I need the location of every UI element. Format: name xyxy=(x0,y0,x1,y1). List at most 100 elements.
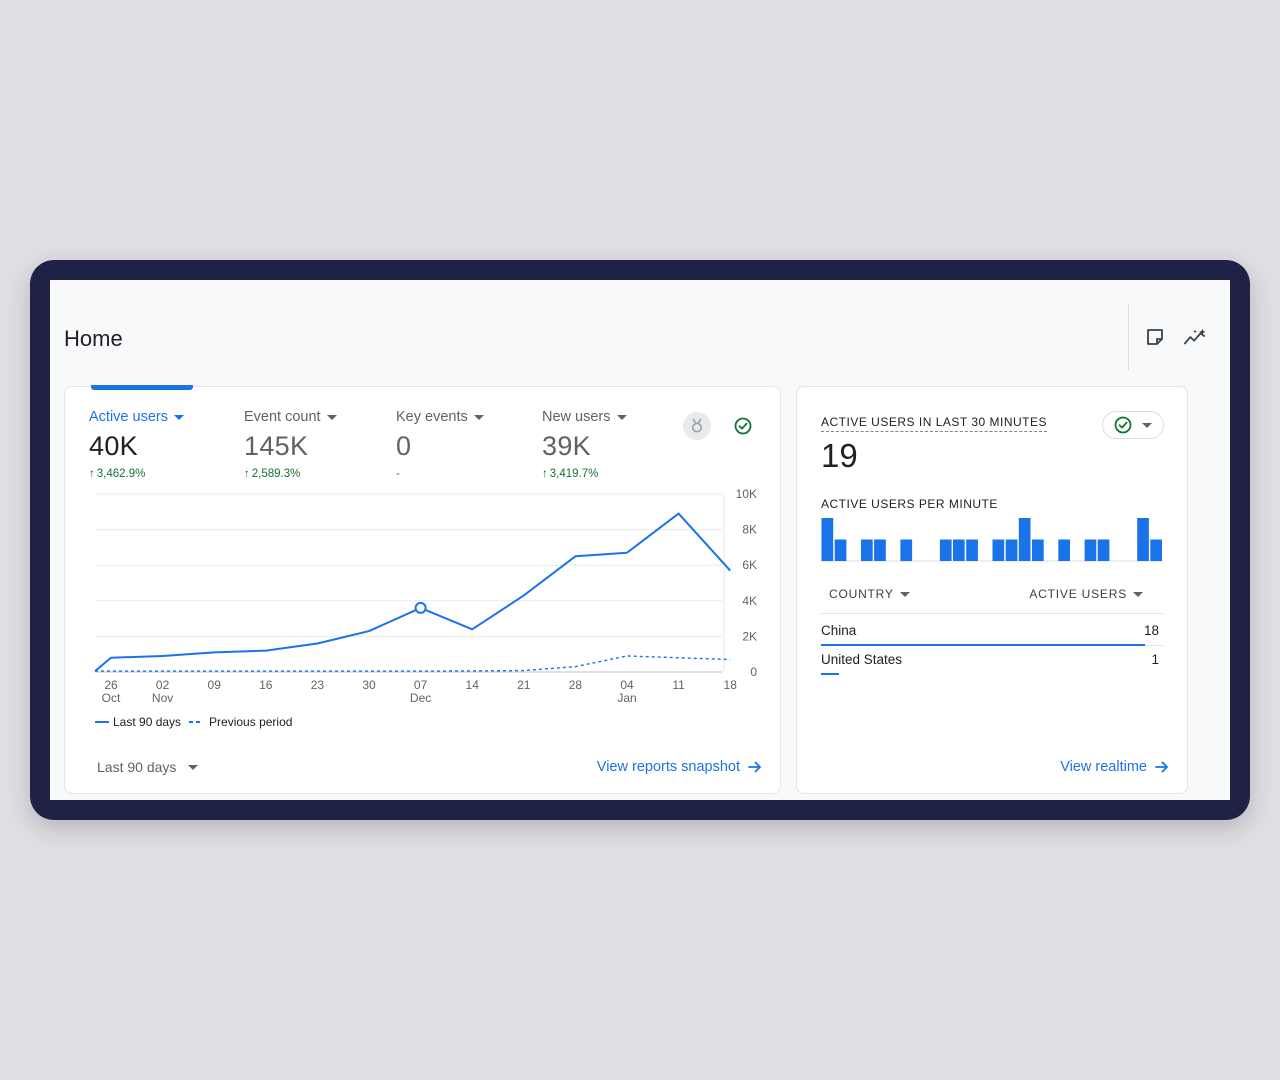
view-realtime-link[interactable]: View realtime xyxy=(1060,759,1169,775)
metric-label: New users xyxy=(542,409,611,425)
per-minute-bar[interactable] xyxy=(939,539,952,562)
check-circle-icon xyxy=(1114,416,1132,434)
country-name: China xyxy=(821,623,857,638)
x-tick-label: 28 xyxy=(569,678,583,692)
arrow-right-icon xyxy=(748,761,761,773)
table-header-divider xyxy=(821,613,1163,614)
device-frame: Home Active users 40K ↑ 3,462.9% Event co… xyxy=(30,260,1250,820)
x-tick-label: 11 xyxy=(672,678,685,692)
x-tick-sublabel: Dec xyxy=(410,691,431,705)
realtime-title[interactable]: ACTIVE USERS IN LAST 30 MINUTES xyxy=(821,415,1047,432)
sticky-note-icon[interactable] xyxy=(1143,325,1167,349)
per-minute-bar[interactable] xyxy=(861,539,873,562)
date-range-dropdown[interactable]: Last 90 days xyxy=(97,759,199,775)
realtime-count: 19 xyxy=(821,437,858,474)
overview-card: Active users 40K ↑ 3,462.9% Event count 1… xyxy=(64,385,781,794)
metric-value: 40K xyxy=(89,431,138,461)
link-label: View realtime xyxy=(1060,759,1147,775)
metric-tab-new-users[interactable]: New users 39K ↑ 3,419.7% xyxy=(542,409,627,480)
x-tick-label: 09 xyxy=(208,678,222,692)
country-users: 1 xyxy=(1151,652,1159,667)
column-label: ACTIVE USERS xyxy=(1029,587,1127,601)
active-tab-indicator xyxy=(91,385,193,390)
realtime-card: ACTIVE USERS IN LAST 30 MINUTES 19 ACTIV… xyxy=(796,386,1188,794)
legend-label: Last 90 days xyxy=(113,715,182,729)
metric-label: Key events xyxy=(396,409,468,425)
y-tick-label: 0 xyxy=(750,665,757,679)
per-minute-bar[interactable] xyxy=(1058,539,1070,562)
realtime-status-dropdown[interactable] xyxy=(1102,411,1164,439)
arrow-up-icon: ↑ xyxy=(542,468,548,480)
x-tick-sublabel: Jan xyxy=(617,691,636,705)
caret-down-icon xyxy=(899,591,910,597)
highlighted-data-point[interactable] xyxy=(414,601,427,614)
metric-value: 0 xyxy=(396,431,412,461)
arrow-right-icon xyxy=(1155,761,1168,773)
per-minute-bar[interactable] xyxy=(1005,539,1018,562)
metric-value: 145K xyxy=(244,431,309,461)
metric-change: 2,589.3% xyxy=(251,468,301,480)
per-minute-bar[interactable] xyxy=(900,539,913,562)
per-minute-bar[interactable] xyxy=(992,539,1005,562)
metric-tab-event-count[interactable]: Event count 145K ↑ 2,589.3% xyxy=(244,409,337,480)
award-badge-icon[interactable] xyxy=(683,412,711,440)
column-header-country[interactable]: COUNTRY xyxy=(829,587,910,601)
per-minute-bar-chart xyxy=(821,518,1163,562)
country-users: 18 xyxy=(1143,623,1159,638)
metric-change: 3,419.7% xyxy=(549,468,599,480)
date-range-label: Last 90 days xyxy=(97,759,177,775)
x-tick-label: 18 xyxy=(724,678,738,692)
per-minute-bar[interactable] xyxy=(821,518,834,561)
y-tick-label: 10K xyxy=(736,487,757,501)
column-header-active-users[interactable]: ACTIVE USERS xyxy=(1029,587,1143,601)
x-tick-label: 30 xyxy=(362,678,376,692)
caret-down-icon xyxy=(1133,591,1143,597)
y-tick-label: 2K xyxy=(742,629,757,643)
share-bar xyxy=(821,644,1145,646)
caret-down-icon xyxy=(1142,422,1152,428)
x-tick-label: 14 xyxy=(466,678,480,692)
per-minute-bar[interactable] xyxy=(1018,518,1031,561)
per-minute-bar[interactable] xyxy=(1150,539,1162,562)
x-tick-label: 26 xyxy=(104,678,118,692)
metric-label: Event count xyxy=(244,409,321,425)
per-minute-bar[interactable] xyxy=(966,539,978,562)
country-name: United States xyxy=(821,652,903,667)
metric-change: - xyxy=(396,468,400,480)
metric-tab-key-events[interactable]: Key events 0 - xyxy=(396,409,484,480)
insights-icon[interactable] xyxy=(1183,325,1207,349)
y-tick-label: 6K xyxy=(742,558,757,572)
per-minute-bar[interactable] xyxy=(953,539,965,562)
x-tick-label: 04 xyxy=(620,678,634,692)
per-minute-bar[interactable] xyxy=(1097,539,1110,562)
per-minute-bar[interactable] xyxy=(874,539,886,562)
per-minute-bar[interactable] xyxy=(1084,539,1097,562)
link-label: View reports snapshot xyxy=(596,759,740,775)
per-minute-bar[interactable] xyxy=(834,539,847,562)
series-line-last-90-days xyxy=(94,512,731,672)
metric-value: 39K xyxy=(542,431,591,461)
caret-down-icon xyxy=(188,764,199,770)
x-tick-sublabel: Oct xyxy=(102,691,121,705)
x-tick-label: 07 xyxy=(414,678,428,692)
column-label: COUNTRY xyxy=(829,587,894,601)
header-divider xyxy=(1128,304,1129,370)
per-minute-bar[interactable] xyxy=(1032,539,1044,562)
arrow-up-icon: ↑ xyxy=(244,468,250,480)
metric-change: 3,462.9% xyxy=(96,468,146,480)
metric-tab-active-users[interactable]: Active users 40K ↑ 3,462.9% xyxy=(89,409,184,480)
y-tick-label: 4K xyxy=(742,594,757,608)
legend-item-last-90-days[interactable]: Last 90 days xyxy=(95,715,181,729)
caret-down-icon xyxy=(473,414,484,420)
x-tick-label: 02 xyxy=(156,678,170,692)
caret-down-icon xyxy=(173,414,184,420)
per-minute-bar[interactable] xyxy=(1137,518,1149,561)
view-reports-snapshot-link[interactable]: View reports snapshot xyxy=(597,759,762,775)
legend-swatch-dashed xyxy=(189,721,206,723)
check-circle-icon[interactable] xyxy=(729,412,757,440)
x-tick-label: 23 xyxy=(311,678,325,692)
legend-item-previous-period[interactable]: Previous period xyxy=(189,715,292,729)
y-tick-label: 8K xyxy=(742,523,757,537)
x-tick-sublabel: Nov xyxy=(152,691,173,705)
